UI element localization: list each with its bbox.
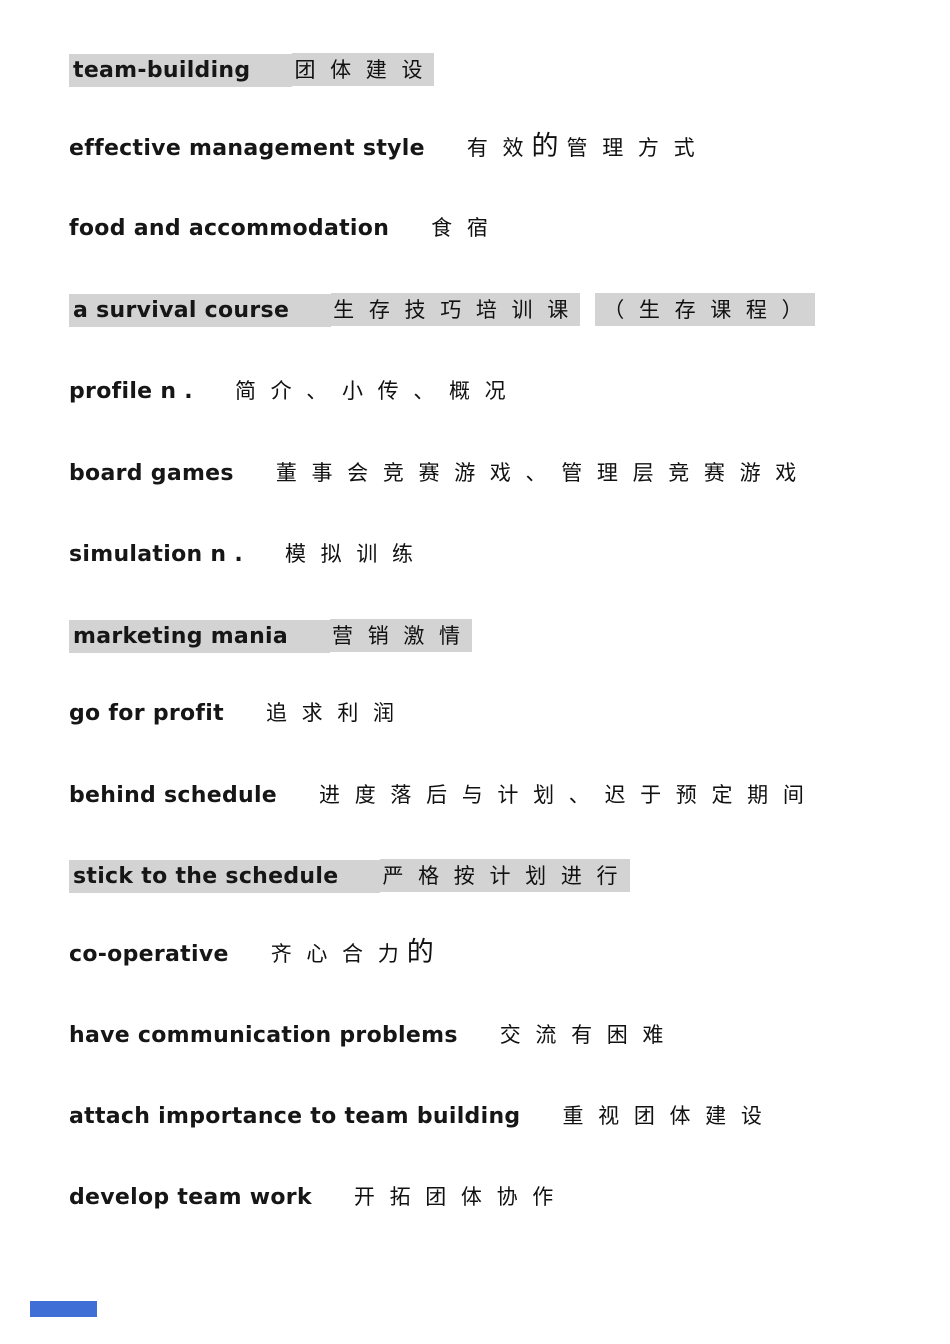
chinese-translation: 进 度 落 后 与 计 划 、 迟 于 预 定 期 间 xyxy=(319,783,808,807)
english-term: stick to the schedule xyxy=(69,860,381,893)
vocab-entry: board games 董 事 会 竞 赛 游 戏 、 管 理 层 竞 赛 游 戏 xyxy=(69,458,800,490)
chinese-translation-paren: （ 生 存 课 程 ） xyxy=(595,293,815,326)
chinese-translation: 董 事 会 竞 赛 游 戏 、 管 理 层 竞 赛 游 戏 xyxy=(275,461,801,485)
vocab-entry: co-operative 齐 心 合 力的 xyxy=(69,938,438,971)
english-term: effective management style xyxy=(69,136,425,161)
vocab-entry: simulation n . 模 拟 训 练 xyxy=(69,539,417,571)
chinese-translation: 重 视 团 体 建 设 xyxy=(562,1104,766,1128)
chinese-translation-de: 的 xyxy=(406,937,438,968)
chinese-translation: 齐 心 合 力 xyxy=(270,942,403,966)
vocab-entry: attach importance to team building 重 视 团 … xyxy=(69,1101,766,1133)
english-term: a survival course xyxy=(69,294,332,327)
vocab-entry: develop team work 开 拓 团 体 协 作 xyxy=(69,1182,557,1214)
chinese-translation: 团 体 建 设 xyxy=(292,53,435,86)
blue-marker-bar xyxy=(30,1301,97,1317)
english-term: food and accommodation xyxy=(69,216,390,241)
chinese-translation-de: 的 xyxy=(531,131,563,162)
chinese-translation: 开 拓 团 体 协 作 xyxy=(353,1185,558,1209)
english-term: behind schedule xyxy=(69,783,278,808)
vocab-entry: marketing mania 营 销 激 情 xyxy=(69,619,473,653)
english-term: co-operative xyxy=(69,942,229,967)
vocab-entry: behind schedule 进 度 落 后 与 计 划 、 迟 于 预 定 期… xyxy=(69,780,808,812)
chinese-translation: 生 存 技 巧 培 训 课 xyxy=(331,293,581,326)
vocab-entry: have communication problems 交 流 有 困 难 xyxy=(69,1020,667,1052)
chinese-translation: 模 拟 训 练 xyxy=(284,542,418,566)
chinese-translation: 营 销 激 情 xyxy=(330,619,473,652)
vocab-entry: team-building 团 体 建 设 xyxy=(69,53,435,87)
english-term: team-building xyxy=(69,54,293,87)
chinese-translation: 交 流 有 困 难 xyxy=(499,1023,668,1047)
vocab-entry: a survival course 生 存 技 巧 培 训 课 （ 生 存 课 程 … xyxy=(69,293,815,327)
vocab-entry: profile n . 简 介 、 小 传 、 概 况 xyxy=(69,376,510,408)
english-term: marketing mania xyxy=(69,620,331,653)
chinese-translation: 简 介 、 小 传 、 概 况 xyxy=(234,379,510,403)
chinese-translation: 严 格 按 计 划 进 行 xyxy=(380,859,630,892)
english-term: simulation n . xyxy=(69,542,243,567)
english-term: go for profit xyxy=(69,701,224,726)
english-term: attach importance to team building xyxy=(69,1104,521,1129)
english-term: develop team work xyxy=(69,1185,312,1210)
chinese-translation: 追 求 利 润 xyxy=(265,701,398,725)
chinese-translation: 有 效 xyxy=(466,136,528,160)
english-term: board games xyxy=(69,461,234,486)
chinese-translation: 食 宿 xyxy=(431,216,492,240)
chinese-translation: 管 理 方 式 xyxy=(566,136,699,160)
vocab-entry: effective management style 有 效的管 理 方 式 xyxy=(69,132,699,165)
english-term: have communication problems xyxy=(69,1023,458,1048)
vocab-entry: food and accommodation 食 宿 xyxy=(69,213,492,245)
vocab-entry: stick to the schedule 严 格 按 计 划 进 行 xyxy=(69,859,630,893)
vocab-entry: go for profit 追 求 利 润 xyxy=(69,698,398,730)
english-term: profile n . xyxy=(69,379,193,404)
